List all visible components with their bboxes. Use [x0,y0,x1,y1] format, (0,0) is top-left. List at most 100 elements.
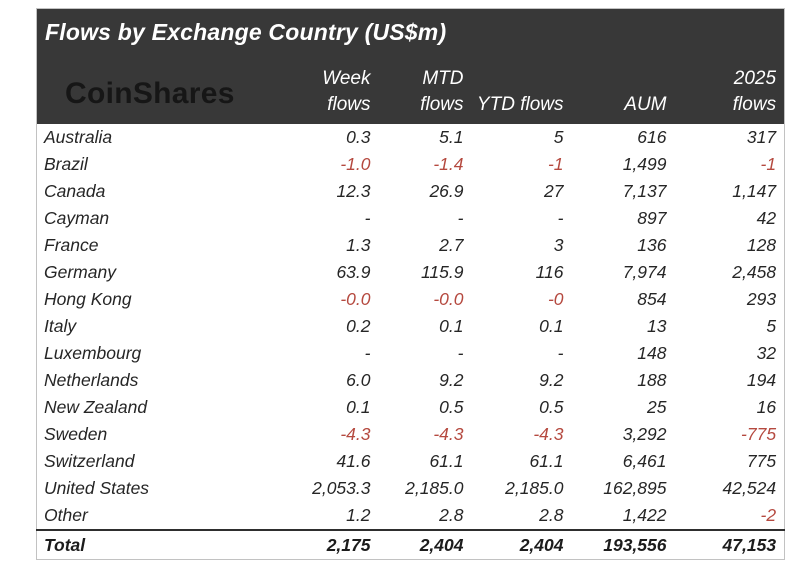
2025-flows-cell: 2,458 [674,259,785,287]
mtd-flows-cell: 61.1 [378,448,472,476]
mtd-flows-cell: 2.8 [378,502,472,531]
table-row: Cayman - - - 897 42 [36,205,785,233]
ytd-flows-cell: 5 [471,124,572,152]
2025-flows-cell: 194 [674,367,785,395]
ytd-flows-cell: - [471,205,572,233]
table-row: Luxembourg - - - 148 32 [36,340,785,368]
mtd-flows-cell: - [378,205,472,233]
2025-flows-cell: 1,147 [674,178,785,206]
title-bar: Flows by Exchange Country (US$m) [36,8,785,48]
2025-flows-cell: 128 [674,232,785,260]
country-cell: Switzerland [36,448,291,476]
total-2025-flows: 47,153 [674,529,785,560]
table-row: France 1.3 2.7 3 136 128 [36,232,785,260]
table-row: Australia 0.3 5.1 5 616 317 [36,124,785,152]
country-cell: Italy [36,313,291,341]
table-row: Germany 63.9 115.9 116 7,974 2,458 [36,259,785,287]
week-flows-cell: -0.0 [290,286,379,314]
col-header-mtd-flows: MTD flows [378,48,472,125]
aum-cell: 1,499 [571,151,675,179]
2025-flows-cell: -2 [674,502,785,531]
table-row: Netherlands 6.0 9.2 9.2 188 194 [36,367,785,395]
mtd-flows-cell: -1.4 [378,151,472,179]
mtd-flows-cell: -4.3 [378,421,472,449]
ytd-flows-cell: 0.1 [471,313,572,341]
week-flows-cell: 2,053.3 [290,475,379,503]
week-flows-cell: 63.9 [290,259,379,287]
ytd-flows-cell: 3 [471,232,572,260]
total-week-flows: 2,175 [290,529,379,560]
ytd-flows-cell: -1 [471,151,572,179]
table-row: Sweden -4.3 -4.3 -4.3 3,292 -775 [36,421,785,449]
aum-cell: 148 [571,340,675,368]
aum-cell: 25 [571,394,675,422]
country-cell: United States [36,475,291,503]
table-row: Other 1.2 2.8 2.8 1,422 -2 [36,502,785,531]
mtd-flows-cell: 5.1 [378,124,472,152]
aum-cell: 6,461 [571,448,675,476]
aum-cell: 7,974 [571,259,675,287]
table-row: Brazil -1.0 -1.4 -1 1,499 -1 [36,151,785,179]
aum-cell: 7,137 [571,178,675,206]
table-row: Italy 0.2 0.1 0.1 13 5 [36,313,785,341]
week-flows-cell: 0.3 [290,124,379,152]
mtd-flows-cell: -0.0 [378,286,472,314]
table-row: Switzerland 41.6 61.1 61.1 6,461 775 [36,448,785,476]
2025-flows-cell: 16 [674,394,785,422]
mtd-flows-cell: 9.2 [378,367,472,395]
2025-flows-cell: 317 [674,124,785,152]
mtd-flows-cell: 0.1 [378,313,472,341]
total-ytd-flows: 2,404 [471,529,572,560]
week-flows-cell: - [290,205,379,233]
week-flows-cell: 0.2 [290,313,379,341]
col-header-week-flows: Week flows [290,48,379,125]
2025-flows-cell: -775 [674,421,785,449]
2025-flows-cell: 775 [674,448,785,476]
table-row: New Zealand 0.1 0.5 0.5 25 16 [36,394,785,422]
week-flows-cell: 12.3 [290,178,379,206]
table-row: United States 2,053.3 2,185.0 2,185.0 16… [36,475,785,503]
week-flows-cell: -4.3 [290,421,379,449]
week-flows-cell: 1.3 [290,232,379,260]
week-flows-cell: -1.0 [290,151,379,179]
total-row: Total 2,175 2,404 2,404 193,556 47,153 [36,529,785,560]
flows-by-country-table: Flows by Exchange Country (US$m) CoinSha… [36,8,786,561]
week-flows-cell: 41.6 [290,448,379,476]
ytd-flows-cell: 0.5 [471,394,572,422]
week-flows-cell: 1.2 [290,502,379,531]
week-flows-cell: 0.1 [290,394,379,422]
col-header-ytd-flows: YTD flows [471,48,572,125]
2025-flows-cell: -1 [674,151,785,179]
country-cell: Cayman [36,205,291,233]
aum-cell: 13 [571,313,675,341]
country-cell: Other [36,502,291,531]
country-cell: France [36,232,291,260]
country-cell: Australia [36,124,291,152]
2025-flows-cell: 42,524 [674,475,785,503]
aum-cell: 854 [571,286,675,314]
mtd-flows-cell: 2.7 [378,232,472,260]
coinshares-logo: CoinShares [65,76,235,110]
aum-cell: 136 [571,232,675,260]
logo-cell: CoinShares [36,48,291,125]
mtd-flows-cell: 115.9 [378,259,472,287]
ytd-flows-cell: - [471,340,572,368]
aum-cell: 162,895 [571,475,675,503]
week-flows-cell: 6.0 [290,367,379,395]
ytd-flows-cell: 27 [471,178,572,206]
ytd-flows-cell: 61.1 [471,448,572,476]
week-flows-cell: - [290,340,379,368]
column-header-row: CoinShares Week flows MTD flows YTD flow… [36,48,785,125]
country-cell: Luxembourg [36,340,291,368]
2025-flows-cell: 42 [674,205,785,233]
mtd-flows-cell: - [378,340,472,368]
total-label: Total [36,529,291,560]
country-cell: Hong Kong [36,286,291,314]
mtd-flows-cell: 26.9 [378,178,472,206]
country-cell: Netherlands [36,367,291,395]
ytd-flows-cell: 9.2 [471,367,572,395]
ytd-flows-cell: 2.8 [471,502,572,531]
aum-cell: 616 [571,124,675,152]
aum-cell: 897 [571,205,675,233]
